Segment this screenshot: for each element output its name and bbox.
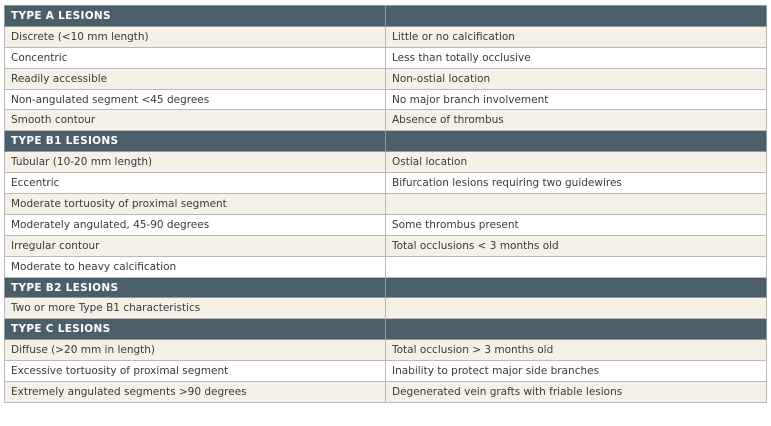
table-row: Moderate tortuosity of proximal segment	[4, 193, 767, 215]
header-cell	[385, 5, 767, 27]
table-cell: Little or no calcification	[385, 25, 767, 48]
table-cell: Non-angulated segment <45 degrees	[4, 88, 386, 111]
table-row: Non-angulated segment <45 degrees No majo…	[4, 88, 767, 111]
section-title: TYPE C LESIONS	[4, 318, 386, 341]
table-cell: Moderately angulated, 45-90 degrees	[4, 213, 386, 236]
table-cell: Some thrombus present	[385, 213, 767, 236]
table-cell: Eccentric	[4, 172, 386, 195]
table-row: Discrete (<10 mm length) Little or no cal…	[4, 25, 767, 48]
table-row: Two or more Type B1 characteristics	[4, 297, 767, 320]
table-cell: Readily accessible	[4, 67, 386, 90]
table-row: Moderately angulated, 45-90 degrees Some …	[4, 213, 767, 236]
table-cell: Ostial location	[385, 151, 767, 174]
table-row: Concentric Less than totally occlusive	[4, 46, 767, 69]
table-cell	[385, 255, 767, 278]
table-row: Tubular (10-20 mm length) Ostial location	[4, 151, 767, 174]
section-header-row: TYPE C LESIONS	[4, 318, 767, 341]
lesion-table: TYPE A LESIONS Discrete (<10 mm length) Li…	[4, 5, 767, 403]
table-cell: Total occlusion > 3 months old	[385, 339, 767, 362]
table-cell: Moderate to heavy calcification	[4, 255, 386, 278]
table-cell: Diffuse (>20 mm in length)	[4, 339, 386, 362]
section-header-row: TYPE A LESIONS	[4, 5, 767, 27]
table-cell: Excessive tortuosity of proximal segment	[4, 360, 386, 383]
table-cell: Extremely angulated segments >90 degrees	[4, 381, 386, 403]
table-cell: Bifurcation lesions requiring two guidew…	[385, 172, 767, 195]
header-cell	[385, 276, 767, 299]
header-cell	[385, 130, 767, 153]
section-title: TYPE A LESIONS	[4, 5, 386, 27]
table-cell: Smooth contour	[4, 109, 386, 132]
table-cell	[385, 297, 767, 320]
table-row: Extremely angulated segments >90 degrees…	[4, 381, 767, 403]
table-cell: Moderate tortuosity of proximal segment	[4, 193, 386, 215]
table-row: Moderate to heavy calcification	[4, 255, 767, 278]
table-cell: Discrete (<10 mm length)	[4, 25, 386, 48]
table-cell: Inability to protect major side branches	[385, 360, 767, 383]
table-cell: Tubular (10-20 mm length)	[4, 151, 386, 174]
table-cell: Irregular contour	[4, 234, 386, 257]
table-row: Smooth contour Absence of thrombus	[4, 109, 767, 132]
section-title: TYPE B2 LESIONS	[4, 276, 386, 299]
table-cell: No major branch involvement	[385, 88, 767, 111]
header-cell	[385, 318, 767, 341]
table-row: Readily accessible Non-ostial location	[4, 67, 767, 90]
section-header-row: TYPE B1 LESIONS	[4, 130, 767, 153]
table-row: Eccentric Bifurcation lesions requiring t…	[4, 172, 767, 195]
table-cell: Absence of thrombus	[385, 109, 767, 132]
table-row: Irregular contour Total occlusions < 3 mo…	[4, 234, 767, 257]
table-cell	[385, 193, 767, 215]
table-cell: Non-ostial location	[385, 67, 767, 90]
table-cell: Degenerated vein grafts with friable les…	[385, 381, 767, 403]
section-title: TYPE B1 LESIONS	[4, 130, 386, 153]
table-row: Excessive tortuosity of proximal segment…	[4, 360, 767, 383]
section-header-row: TYPE B2 LESIONS	[4, 276, 767, 299]
table-cell: Less than totally occlusive	[385, 46, 767, 69]
table-cell: Total occlusions < 3 months old	[385, 234, 767, 257]
table-row: Diffuse (>20 mm in length) Total occlusio…	[4, 339, 767, 362]
table-cell: Concentric	[4, 46, 386, 69]
table-cell: Two or more Type B1 characteristics	[4, 297, 386, 320]
